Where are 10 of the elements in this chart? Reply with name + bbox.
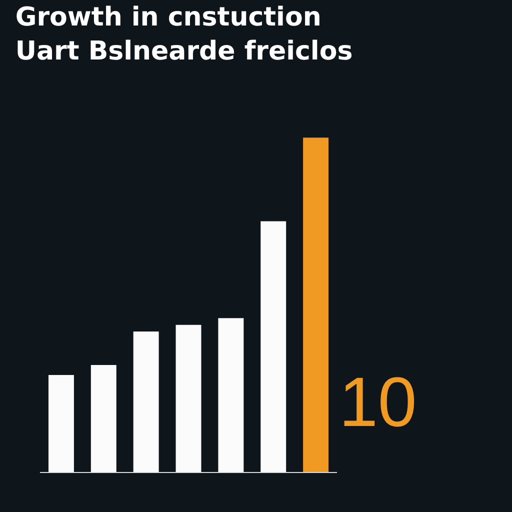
- bar: [48, 375, 74, 472]
- bar: [176, 324, 202, 472]
- chart-title: Growth in cnstuction: [15, 2, 322, 33]
- bar: [303, 138, 329, 472]
- bar: [260, 221, 286, 472]
- chart-subtitle: Uart Bslnearde freiclos: [15, 36, 353, 66]
- bar: [133, 332, 159, 472]
- bar: [218, 318, 244, 472]
- bar: [90, 364, 116, 472]
- text: 10: [339, 363, 417, 441]
